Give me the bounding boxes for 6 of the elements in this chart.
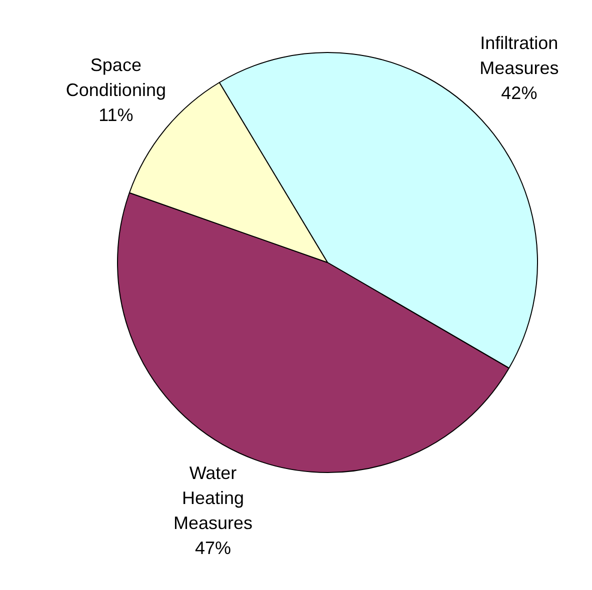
- data-label: 11%: [98, 104, 134, 125]
- slice-label: Water Heating Measures: [173, 462, 253, 533]
- data-label: 42%: [501, 83, 538, 104]
- slice-label: Infiltration Measures: [480, 33, 559, 78]
- slice-label: Space Conditioning: [66, 54, 166, 100]
- data-label: 47%: [194, 538, 232, 558]
